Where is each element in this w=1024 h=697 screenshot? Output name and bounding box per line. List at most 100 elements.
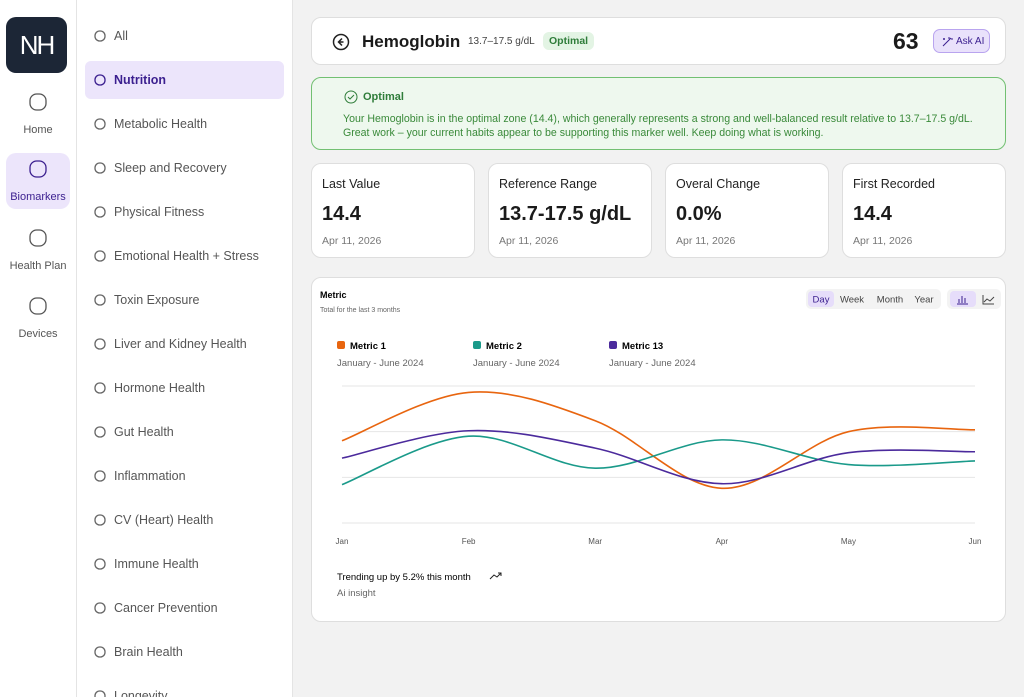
legend-period: January - June 2024 [337, 358, 424, 369]
category-item[interactable]: Inflammation [85, 457, 284, 495]
icon [94, 74, 106, 86]
nav-item[interactable]: Health Plan [6, 222, 70, 278]
x-tick-label: Jan [336, 537, 349, 546]
series-line [341, 391, 976, 490]
nav-label: Devices [18, 328, 58, 340]
category-item[interactable]: CV (Heart) Health [85, 501, 284, 539]
back-button[interactable] [332, 33, 350, 51]
logo[interactable]: NH [6, 17, 67, 73]
category-label: CV (Heart) Health [114, 513, 214, 527]
chart-subtitle: Total for the last 3 months [320, 307, 401, 314]
category-item[interactable]: Immune Health [85, 545, 284, 583]
category-item[interactable]: Toxin Exposure [85, 281, 284, 319]
stat-date: Apr 11, 2026 [853, 235, 913, 247]
category-item[interactable]: Metabolic Health [85, 105, 284, 143]
legend-period: January - June 2024 [473, 358, 560, 369]
category-label: Gut Health [114, 425, 174, 439]
tab[interactable]: Year [914, 295, 933, 306]
category-label: Inflammation [114, 469, 186, 483]
category-label: Toxin Exposure [114, 293, 200, 307]
category-item[interactable]: Longevity [85, 677, 284, 697]
trend-icon [489, 572, 502, 580]
tab[interactable]: Day [813, 295, 830, 306]
nav-label: Health Plan [9, 260, 67, 272]
icon [94, 470, 106, 482]
chart: Metric Total for the last 3 months Day Week… [320, 289, 1001, 599]
alert-message: Your Hemoglobin is in the optimal zone (… [343, 113, 973, 139]
category-item[interactable]: Brain Health [85, 633, 284, 671]
x-tick-label: Apr [716, 537, 729, 546]
stat-value: 14.4 [853, 203, 892, 225]
alert-title: Optimal [363, 91, 404, 103]
line-icon[interactable] [982, 295, 995, 305]
category-item[interactable]: Liver and Kidney Health [85, 325, 284, 363]
ask-ai-button[interactable]: Ask AI [933, 29, 990, 53]
category-item[interactable]: Cancer Prevention [85, 589, 284, 627]
category-label: Brain Health [114, 645, 183, 659]
stat-value: 0.0% [676, 203, 722, 225]
category-label: Sleep and Recovery [114, 161, 227, 175]
category-label: All [114, 29, 128, 43]
icon [94, 426, 106, 438]
tab-active [808, 291, 834, 307]
x-tick-label: Jun [969, 537, 982, 546]
series-line [341, 429, 976, 485]
category-item[interactable]: Emotional Health + Stress [85, 237, 284, 275]
icon [94, 118, 106, 130]
category-item[interactable]: Gut Health [85, 413, 284, 451]
stat-card: Overal Change 0.0% Apr 11, 2026 [665, 163, 829, 258]
x-tick-label: May [841, 537, 856, 546]
stat-value: 14.4 [322, 203, 361, 225]
icon [94, 338, 106, 350]
ask-ai-label: Ask AI [956, 36, 985, 47]
icon [94, 294, 106, 306]
icon [29, 93, 47, 111]
stat-label: Overal Change [676, 177, 761, 191]
category-label: Longevity [114, 689, 168, 697]
legend-name: Metric 13 [622, 341, 663, 352]
icon [94, 382, 106, 394]
category-item[interactable]: All [85, 17, 284, 55]
stat-card: First Recorded 14.4 Apr 11, 2026 [842, 163, 1006, 258]
icon [94, 30, 106, 42]
tab[interactable]: Month [877, 295, 903, 306]
status-badge: Optimal [543, 32, 595, 50]
tab[interactable]: Week [840, 295, 864, 306]
category-label: Physical Fitness [114, 205, 205, 219]
chart-title: Metric [320, 290, 347, 300]
x-tick-label: Mar [588, 537, 602, 546]
chart-card: Metric Total for the last 3 months Day Week… [311, 277, 1006, 622]
stat-label: First Recorded [853, 177, 935, 191]
stat-date: Apr 11, 2026 [676, 235, 736, 247]
category-label: Metabolic Health [114, 117, 208, 131]
category-item[interactable]: Nutrition [85, 61, 284, 99]
legend-swatch [609, 341, 617, 349]
nav-item[interactable]: Biomarkers [6, 153, 70, 209]
nav-item[interactable]: Home [6, 86, 70, 142]
stat-date: Apr 11, 2026 [499, 235, 559, 247]
stat-date: Apr 11, 2026 [322, 235, 382, 247]
category-item[interactable]: Hormone Health [85, 369, 284, 407]
icon [29, 160, 47, 178]
nav-label: Home [23, 124, 53, 136]
category-label: Liver and Kidney Health [114, 337, 247, 351]
category-label: Emotional Health + Stress [114, 249, 259, 263]
category-item[interactable]: Physical Fitness [85, 193, 284, 231]
category-item[interactable]: Sleep and Recovery [85, 149, 284, 187]
icon [94, 558, 106, 570]
nav-rail: NH Home Biomarkers Health Plan Devices [0, 0, 77, 697]
bar-chart-button[interactable] [950, 291, 976, 307]
x-tick-label: Feb [462, 537, 476, 546]
nav-item[interactable]: Devices [6, 290, 70, 346]
legend-period: January - June 2024 [609, 358, 696, 369]
stat-label: Reference Range [499, 177, 597, 191]
stat-label: Last Value [322, 177, 381, 191]
insight-text: Trending up by 5.2% this month [337, 572, 471, 583]
icon [29, 229, 47, 247]
marker-title: Hemoglobin [362, 32, 461, 51]
bar-icon [957, 296, 968, 305]
category-sidebar: All Nutrition Metabolic Health Sleep and Re… [77, 0, 293, 697]
icon [94, 690, 106, 697]
icon [94, 602, 106, 614]
